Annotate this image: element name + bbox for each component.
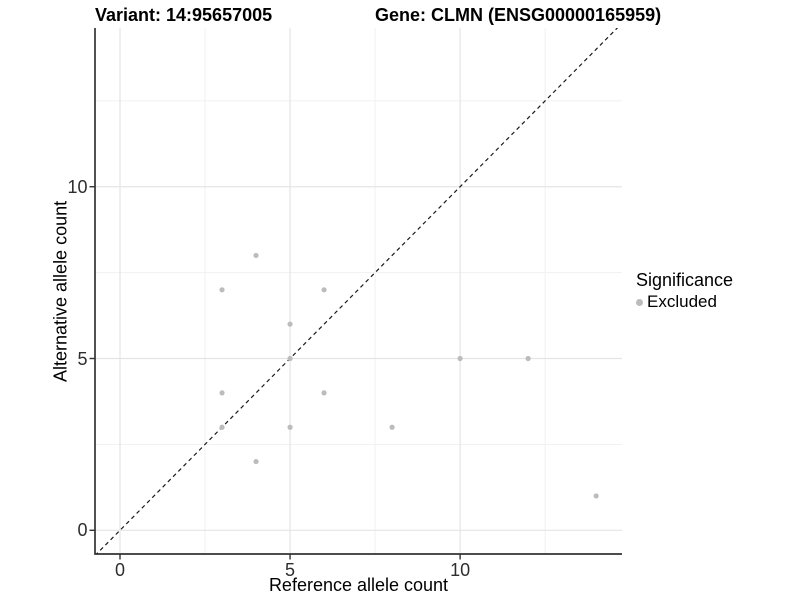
- legend-point-icon: [636, 298, 643, 306]
- y-axis-title: Alternative allele count: [50, 200, 71, 382]
- x-tick-label: 5: [285, 560, 296, 580]
- scatter-point: [321, 390, 327, 396]
- scatter-point: [287, 355, 293, 362]
- plot-title-gene: Gene: CLMN (ENSG00000165959): [375, 5, 662, 25]
- axis-lines: [94, 28, 622, 555]
- plot-title-variant: Variant: 14:95657005: [95, 5, 273, 25]
- scatter-point: [389, 424, 395, 430]
- x-tick-label: 0: [114, 560, 125, 580]
- legend: Significance Excluded: [636, 270, 733, 312]
- scatter-point: [219, 287, 225, 293]
- x-axis-title: Reference allele count: [268, 575, 449, 595]
- scatter-point: [219, 424, 225, 430]
- scatter-point: [287, 424, 293, 430]
- scatter-point: [253, 458, 259, 465]
- data-points: [219, 252, 599, 499]
- scatter-point: [593, 493, 599, 499]
- minor-gridlines: [95, 28, 622, 554]
- y-tick-label: 0: [77, 520, 88, 541]
- scatter-point: [287, 321, 293, 327]
- scatter-point: [457, 355, 463, 362]
- scatter-point: [321, 287, 327, 293]
- scatter-point: [219, 390, 225, 396]
- axis-tick-marks: [89, 186, 461, 560]
- legend-item-excluded: Excluded: [636, 292, 733, 312]
- y-tick-label: 10: [67, 176, 88, 197]
- y-tick-label: 5: [77, 348, 88, 369]
- x-tick-label: 10: [450, 560, 471, 580]
- legend-title: Significance: [636, 270, 734, 290]
- scatter-point: [525, 355, 531, 362]
- identity-dashed-line: [95, 28, 619, 554]
- legend-item-label: Excluded: [647, 292, 717, 311]
- scatter-point: [253, 252, 259, 259]
- major-gridlines: [95, 28, 622, 554]
